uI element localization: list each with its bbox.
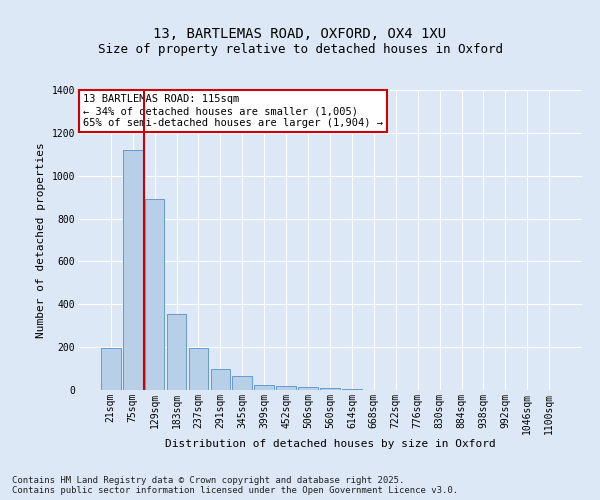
Bar bbox=[167, 314, 187, 390]
Text: 13 BARTLEMAS ROAD: 115sqm
← 34% of detached houses are smaller (1,005)
65% of se: 13 BARTLEMAS ROAD: 115sqm ← 34% of detac… bbox=[83, 94, 383, 128]
Text: Contains HM Land Registry data © Crown copyright and database right 2025.
Contai: Contains HM Land Registry data © Crown c… bbox=[12, 476, 458, 495]
Bar bbox=[145, 200, 164, 390]
Text: 13, BARTLEMAS ROAD, OXFORD, OX4 1XU: 13, BARTLEMAS ROAD, OXFORD, OX4 1XU bbox=[154, 28, 446, 42]
Bar bbox=[123, 150, 143, 390]
Bar bbox=[298, 387, 318, 390]
Bar bbox=[276, 386, 296, 390]
Bar bbox=[211, 368, 230, 390]
Y-axis label: Number of detached properties: Number of detached properties bbox=[36, 142, 46, 338]
Bar bbox=[254, 384, 274, 390]
Bar bbox=[188, 348, 208, 390]
Bar bbox=[232, 376, 252, 390]
Bar bbox=[101, 348, 121, 390]
X-axis label: Distribution of detached houses by size in Oxford: Distribution of detached houses by size … bbox=[164, 440, 496, 450]
Text: Size of property relative to detached houses in Oxford: Size of property relative to detached ho… bbox=[97, 42, 503, 56]
Bar bbox=[342, 389, 362, 390]
Bar bbox=[320, 388, 340, 390]
